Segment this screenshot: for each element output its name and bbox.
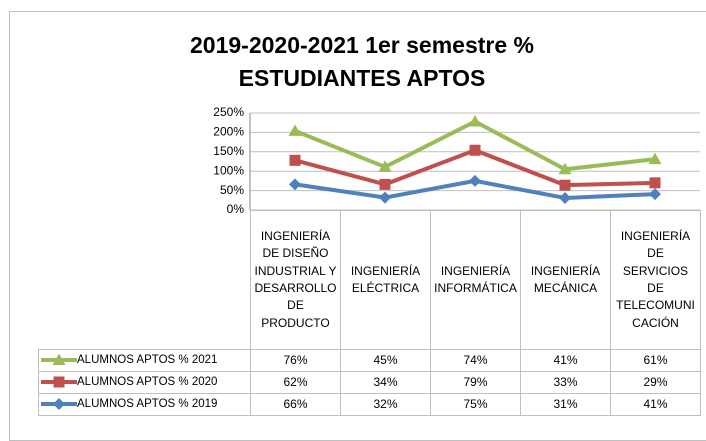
marker: [648, 152, 662, 165]
blank-cell: [39, 211, 251, 350]
marker: [288, 124, 302, 136]
value-cell: 66%: [250, 393, 341, 416]
value-cell: 62%: [250, 371, 341, 394]
header-row: INGENIERÍA DE DISEÑO INDUSTRIAL Y DESARR…: [39, 210, 701, 350]
value-cell: 76%: [250, 349, 341, 372]
marker: [559, 191, 571, 204]
value-cell: 61%: [610, 349, 701, 372]
data-table: INGENIERÍA DE DISEÑO INDUSTRIAL Y DESARR…: [38, 210, 701, 416]
value-cell: 75%: [430, 393, 521, 416]
y-tick-label: 250%: [213, 105, 244, 119]
category-label: INGENIERÍA DE SERVICIOS DE TELECOMUNICAC…: [610, 210, 701, 350]
legend-cell: ALUMNOS APTOS % 2020: [38, 371, 251, 394]
marker: [469, 174, 481, 187]
page: 2019-2020-2021 1er semestre % ESTUDIANTE…: [9, 11, 706, 441]
legend-key: [41, 353, 77, 366]
marker: [558, 162, 572, 175]
y-tick-label: 150%: [213, 144, 244, 158]
legend-cell: ALUMNOS APTOS % 2021: [38, 349, 251, 372]
table-row: ALUMNOS APTOS % 2019 66% 32% 75% 31% 41%: [38, 393, 701, 416]
marker: [468, 115, 482, 127]
value-cell: 41%: [520, 349, 611, 372]
legend-label: ALUMNOS APTOS % 2020: [77, 376, 218, 389]
y-tick-label: 50%: [220, 183, 244, 197]
chart-subtitle: ESTUDIANTES APTOS: [239, 65, 486, 91]
marker: [649, 177, 661, 189]
table-row: ALUMNOS APTOS % 2021 76% 45% 74% 41% 61%: [38, 349, 701, 372]
chart: 2019-2020-2021 1er semestre % ESTUDIANTE…: [190, 32, 700, 216]
legend-label: ALUMNOS APTOS % 2021: [77, 354, 218, 367]
y-tick-label: 0%: [227, 202, 245, 216]
marker: [53, 376, 65, 388]
marker: [378, 160, 392, 172]
value-cell: 32%: [340, 393, 431, 416]
category-label: INGENIERÍA MECÁNICA: [520, 210, 611, 350]
table-row: ALUMNOS APTOS % 2020 62% 34% 79% 33% 29%: [38, 371, 701, 394]
category-label: INGENIERÍA ELÉCTRICA: [340, 210, 431, 350]
value-cell: 41%: [610, 393, 701, 416]
value-cell: 34%: [340, 371, 431, 394]
value-cell: 33%: [520, 371, 611, 394]
y-tick-label: 100%: [213, 163, 244, 177]
value-cell: 45%: [340, 349, 431, 372]
category-label: INGENIERÍA DE DISEÑO INDUSTRIAL Y DESARR…: [250, 210, 341, 350]
legend-key: [41, 398, 77, 411]
marker: [52, 353, 66, 366]
marker: [559, 179, 571, 191]
marker: [379, 178, 391, 190]
marker: [649, 188, 661, 201]
marker: [379, 191, 391, 204]
legend-cell: ALUMNOS APTOS % 2019: [38, 393, 251, 416]
table-body: INGENIERÍA DE DISEÑO INDUSTRIAL Y DESARR…: [38, 210, 701, 416]
category-label: INGENIERÍA INFORMÁTICA: [430, 210, 521, 350]
value-cell: 79%: [430, 371, 521, 394]
value-cell: 29%: [610, 371, 701, 394]
marker: [289, 178, 301, 191]
legend-label: ALUMNOS APTOS % 2019: [77, 398, 218, 411]
value-cell: 74%: [430, 349, 521, 372]
legend-key: [41, 376, 77, 388]
chart-title: 2019-2020-2021 1er semestre %: [190, 32, 534, 58]
y-tick-label: 200%: [213, 125, 244, 139]
marker: [469, 144, 481, 156]
marker: [53, 398, 65, 411]
value-cell: 31%: [520, 393, 611, 416]
marker: [289, 154, 301, 166]
